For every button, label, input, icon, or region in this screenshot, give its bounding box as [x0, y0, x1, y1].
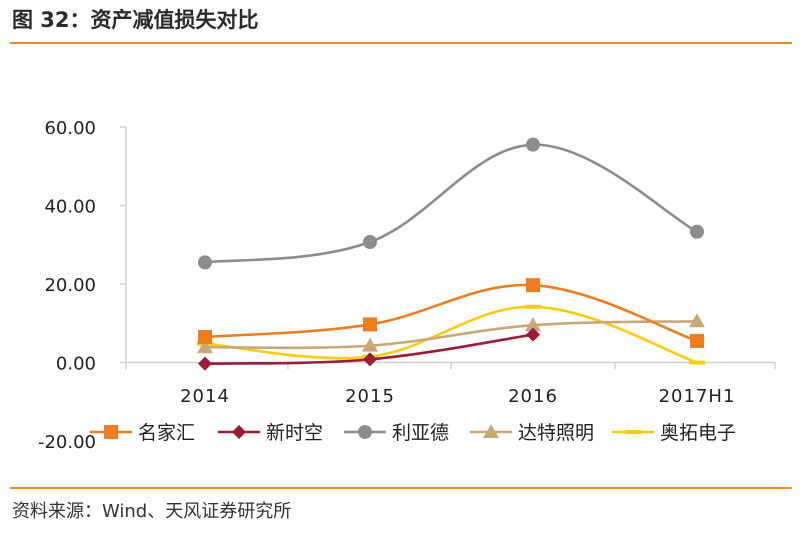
legend-label: 奥拓电子: [660, 422, 736, 444]
y-tick-label: 60.00: [44, 118, 96, 139]
data-point: [689, 313, 705, 328]
data-point: [526, 327, 540, 342]
legend-item: 新时空: [218, 422, 323, 444]
y-tick-label: -20.00: [38, 432, 96, 453]
data-point: [526, 278, 540, 293]
series-line: [204, 143, 698, 264]
series-layer: [197, 137, 705, 371]
legend-label: 新时空: [266, 422, 323, 444]
top-divider: [10, 42, 792, 44]
series-3: [198, 137, 704, 270]
x-tick-label: 2016: [508, 386, 558, 407]
data-point: [690, 224, 704, 239]
series-2: [198, 327, 540, 371]
data-point: [525, 317, 541, 332]
legend-label: 达特照明: [518, 422, 594, 444]
data-point: [363, 352, 377, 367]
series-4: [197, 313, 705, 354]
legend-label: 利亚德: [392, 422, 449, 444]
legend-marker: [232, 425, 246, 439]
legend-item: 达特照明: [470, 422, 594, 444]
data-point: [362, 337, 378, 352]
legend-marker: [104, 425, 118, 439]
legend-marker: [358, 425, 372, 439]
legend-marker: [625, 430, 641, 434]
legend-item: 利亚德: [344, 422, 449, 444]
bottom-divider: [10, 487, 792, 489]
x-tick-label: 2015: [345, 386, 395, 407]
data-point: [198, 329, 212, 344]
data-point: [690, 333, 704, 348]
y-axis-ticks: 60.00 40.00 20.00 0.00 -20.00: [38, 118, 126, 453]
x-tick-label: 2014: [180, 386, 230, 407]
data-point: [197, 339, 213, 354]
legend-label: 名家汇: [138, 422, 195, 444]
x-axis-ticks: 2014 2015 2016 2017H1: [125, 362, 776, 407]
y-tick-label: 40.00: [44, 197, 96, 218]
y-tick-label: 20.00: [44, 275, 96, 296]
series-1: [198, 278, 704, 348]
series-line: [204, 319, 698, 350]
data-point: [363, 317, 377, 332]
x-tick-label: 2017H1: [659, 386, 736, 407]
figure-title: 图 32：资产减值损失对比: [12, 8, 259, 32]
data-point: [525, 304, 541, 309]
data-point: [689, 360, 705, 365]
data-point: [198, 356, 212, 371]
y-tick-label: 0.00: [56, 354, 96, 375]
data-point: [526, 137, 540, 152]
legend-item: 奥拓电子: [612, 422, 736, 444]
series-line: [204, 305, 698, 364]
legend-item: 名家汇: [90, 422, 195, 444]
data-point: [198, 255, 212, 270]
series-line: [204, 283, 698, 343]
data-point: [363, 235, 377, 250]
legend: 名家汇 新时空 利亚德 达特照明 奥拓电子: [90, 422, 736, 444]
source-note: 资料来源：Wind、天风证券研究所: [12, 501, 292, 522]
legend-marker: [483, 424, 499, 438]
